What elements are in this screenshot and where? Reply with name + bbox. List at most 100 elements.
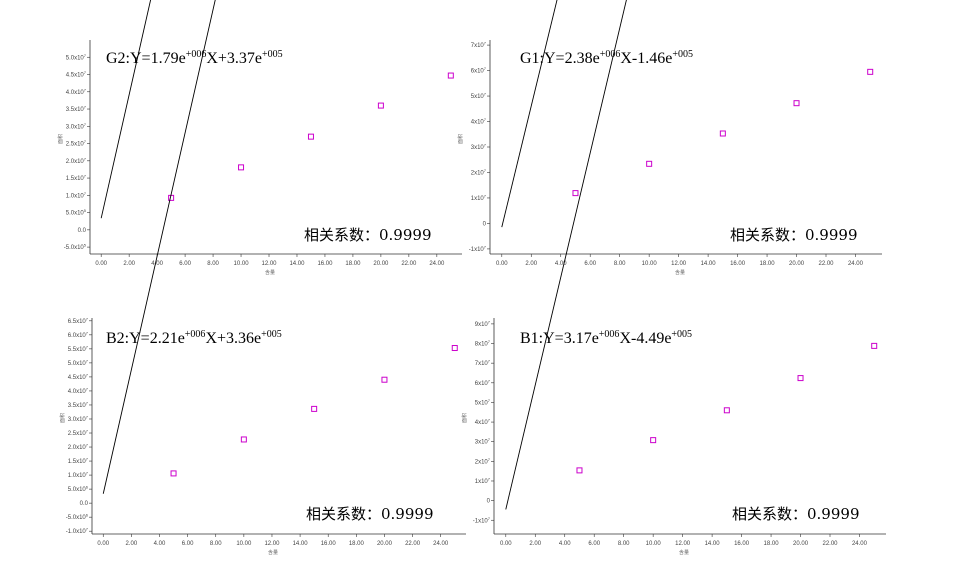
x-tick-label: 22.00 [401,261,417,267]
regression-line [501,0,558,228]
y-tick-label: 7x107 [475,359,491,368]
data-point [377,102,384,109]
x-tick-label: 2.00 [525,261,537,267]
x-axis-title: 含量 [679,549,689,556]
y-tick-label: 5x107 [475,398,491,407]
equation-label: G2:Y=1.79e+006X+3.37e+005 [106,49,283,67]
data-point [381,376,388,383]
data-point [797,375,804,382]
y-tick-label: 2.5x107 [66,139,87,148]
x-tick-label: 12.00 [671,261,687,267]
y-tick-label: 6x107 [475,378,491,387]
x-tick-label: 10.00 [646,541,662,547]
x-axis-title: 含量 [265,269,275,276]
correlation-label: 相关系数：0.9999 [730,226,858,244]
y-tick-label: 3.0x107 [68,414,89,423]
x-tick-label: 4.00 [154,541,166,547]
x-tick-label: 0.00 [496,261,508,267]
y-tick-label: 6.5x107 [68,316,89,325]
y-tick-label: 4x107 [471,117,487,126]
y-tick-label: 0.0 [80,501,89,507]
regression-line [100,0,152,219]
y-tick-label: 5.5x107 [68,344,89,353]
y-tick-label: 1x107 [471,193,487,202]
x-tick-label: 16.00 [317,261,333,267]
y-tick-label: 3.0x107 [66,122,87,131]
data-point [646,160,653,167]
x-tick-label: 6.00 [584,261,596,267]
x-tick-label: 18.00 [764,541,780,547]
y-tick-label: 6x107 [471,66,487,75]
y-tick-label: 4.0x107 [66,87,87,96]
data-point [307,133,314,140]
x-tick-label: 14.00 [701,261,717,267]
y-tick-label: 4x107 [475,418,491,427]
y-tick-label: 3.5x107 [66,105,87,114]
x-tick-label: 20.00 [789,261,805,267]
y-axis-title: 面积 [461,413,468,423]
x-tick-label: 18.00 [345,261,361,267]
y-tick-label: 5.0x106 [68,485,89,494]
chart-panel-3: -1.0x107 -5.0x106 0.0 5.0x106 1.0x107 1.5x107… [59,0,466,556]
y-tick-label: 3x107 [475,437,491,446]
data-point [240,436,247,443]
x-tick-label: 24.00 [848,261,864,267]
x-tick-label: 20.00 [373,261,389,267]
x-tick-label: 16.00 [321,541,337,547]
y-tick-label: 2x107 [475,457,491,466]
data-point [867,68,874,75]
x-tick-label: 24.00 [433,541,449,547]
data-point [170,470,177,477]
x-tick-label: 2.00 [529,541,541,547]
x-tick-label: 8.00 [614,261,626,267]
x-tick-label: 10.00 [234,261,250,267]
x-tick-label: 22.00 [822,541,838,547]
x-tick-label: 14.00 [289,261,305,267]
x-axis-title: 含量 [268,549,278,556]
data-point [723,407,730,414]
y-tick-label: 1.0x107 [66,191,87,200]
correlation-label: 相关系数：0.9999 [304,226,432,244]
data-point [719,130,726,137]
x-tick-label: 14.00 [293,541,309,547]
y-tick-label: -5.0x106 [66,513,89,522]
data-point [650,437,657,444]
y-tick-label: 5.0x107 [68,358,89,367]
equation-label: B1:Y=3.17e+006X-4.49e+005 [520,329,692,347]
chart-panel-2: -1x107 0 1x107 2x107 3x107 4x107 5x107 6x107 7x1… [457,0,882,276]
equation-label: G1:Y=2.38e+006X-1.46e+005 [520,49,693,67]
y-tick-label: -1.0x107 [66,527,89,536]
x-tick-label: 6.00 [588,541,600,547]
y-tick-label: -5.0x105 [64,243,87,252]
x-tick-label: 4.00 [559,541,571,547]
y-tick-label: 2.5x107 [68,429,89,438]
x-tick-label: 14.00 [705,541,721,547]
y-tick-label: 3.5x107 [68,400,89,409]
data-point [871,342,878,349]
x-tick-label: 10.00 [236,541,252,547]
x-tick-label: 24.00 [852,541,868,547]
y-tick-label: 0 [483,221,487,227]
y-tick-label: 9x107 [475,319,491,328]
y-tick-label: 7x107 [471,41,487,50]
x-tick-label: 24.00 [429,261,445,267]
data-point [451,345,458,352]
x-tick-label: 16.00 [730,261,746,267]
x-tick-label: 20.00 [377,541,393,547]
y-tick-label: 5.0x107 [66,53,87,62]
x-tick-label: 12.00 [261,261,277,267]
regression-line [505,0,627,510]
x-tick-label: 20.00 [793,541,809,547]
chart-panel-4: -1x107 0 1x107 2x107 3x107 4x107 5x107 6x107 7x1… [461,0,886,556]
y-tick-label: 8x107 [475,339,491,348]
x-tick-label: 8.00 [618,541,630,547]
x-tick-label: 0.00 [95,261,107,267]
x-tick-label: 2.00 [123,261,135,267]
x-tick-label: 12.00 [675,541,691,547]
y-tick-label: 0.0 [78,228,87,234]
y-tick-label: 1x107 [475,476,491,485]
y-axis-title: 面积 [457,134,464,144]
y-tick-label: 2.0x107 [66,156,87,165]
x-axis-title: 含量 [675,269,685,276]
